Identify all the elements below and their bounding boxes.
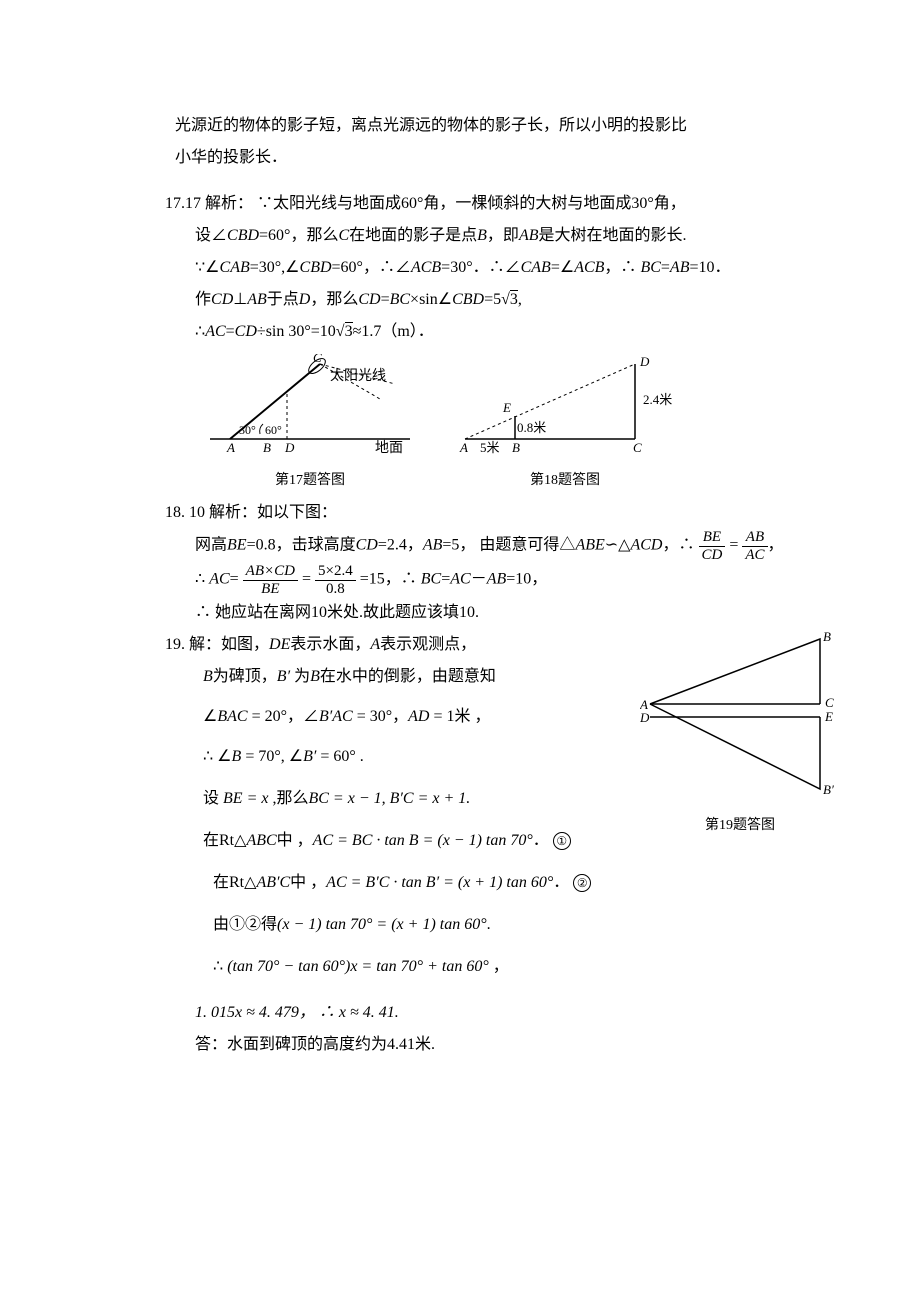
- svg-text:B: B: [512, 440, 520, 454]
- q18-figure: A B C D E 0.8米 5米 2.4米 第18题答图: [455, 354, 675, 495]
- svg-text:D: D: [639, 354, 650, 369]
- svg-text:C: C: [313, 354, 322, 365]
- circled-1: ①: [553, 832, 571, 850]
- svg-text:地面: 地面: [375, 440, 403, 454]
- q17-line3: 作CD⊥AB于点D，那么CD=BC×sin∠CBD=5√3,: [165, 284, 840, 316]
- svg-text:5米: 5米: [480, 440, 500, 454]
- svg-text:B′: B′: [823, 782, 834, 797]
- figure-row: A B D C 30° 60° 太阳光线 地面 第17题答图 A B C D E…: [205, 354, 840, 495]
- q17-line4: ∴AC=CD÷sin 30°=10√3≈1.7（m）．: [165, 316, 840, 348]
- q17-head: 17.17 解析： ∵太阳光线与地面成60°角，一棵倾斜的大树与地面成30°角，: [165, 188, 840, 220]
- q19-line9: 1. 015x ≈ 4. 479， ∴ x ≈ 4. 41.: [165, 997, 840, 1029]
- q17-figure: A B D C 30° 60° 太阳光线 地面 第17题答图: [205, 354, 415, 495]
- svg-text:C: C: [633, 440, 642, 454]
- svg-text:60°: 60°: [265, 423, 282, 437]
- q18-caption: 第18题答图: [455, 467, 675, 495]
- svg-text:D: D: [284, 440, 295, 454]
- q17-line2: ∵∠CAB=30°,∠CBD=60°，∴∠ACB=30°．∴∠CAB=∠ACB，…: [165, 252, 840, 284]
- intro-line-1: 光源近的物体的影子短，离点光源远的物体的影子长，所以小明的投影比: [165, 110, 840, 142]
- q17-line1: 设∠CBD=60°，那么C在地面的影子是点B，即AB是大树在地面的影长.: [165, 220, 840, 252]
- svg-text:A: A: [459, 440, 468, 454]
- q19-line6: 在Rt△AB′C中 ，AC = B′C · tan B′ = (x + 1) t…: [165, 867, 840, 899]
- svg-text:E: E: [824, 709, 833, 724]
- q19-line7: 由①②得(x − 1) tan 70° = (x + 1) tan 60°.: [165, 909, 840, 941]
- q18-line2: ∴ AC= AB×CDBE = 5×2.40.8 =15，∴ BC=AC－AB=…: [165, 563, 840, 597]
- q18-line3: ∴ 她应站在离网10米处.故此题应该填10.: [165, 597, 840, 629]
- circled-2: ②: [573, 874, 591, 892]
- intro-line-2: 小华的投影长．: [165, 142, 840, 174]
- svg-text:A: A: [226, 440, 235, 454]
- svg-text:C: C: [825, 695, 834, 710]
- svg-text:0.8米: 0.8米: [517, 420, 546, 435]
- q18-line1: 网高BE=0.8，击球高度CD=2.4，AB=5， 由题意可得△ABE∽△ACD…: [165, 529, 840, 563]
- q19-line8: ∴ (tan 70° − tan 60°)x = tan 70° + tan 6…: [165, 951, 840, 983]
- q18-head: 18. 10 解析：如以下图：: [165, 497, 840, 529]
- svg-text:2.4米: 2.4米: [643, 392, 672, 407]
- svg-text:B: B: [263, 440, 271, 454]
- q19-line10: 答：水面到碑顶的高度约为4.41米.: [165, 1029, 840, 1061]
- q17-caption: 第17题答图: [205, 467, 415, 495]
- svg-text:E: E: [502, 400, 511, 415]
- q19-caption: 第19题答图: [640, 812, 840, 840]
- svg-text:D: D: [640, 710, 650, 725]
- svg-text:30°: 30°: [239, 423, 256, 437]
- svg-text:B: B: [823, 629, 831, 644]
- q19-figure: A D B C E B′ 第19题答图: [640, 629, 840, 840]
- svg-text:太阳光线: 太阳光线: [330, 368, 386, 384]
